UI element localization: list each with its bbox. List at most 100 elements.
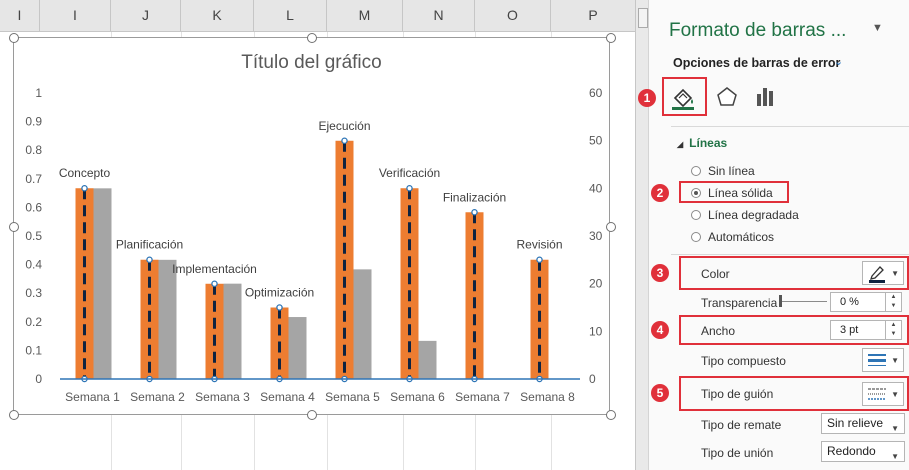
data-label: Concepto [59,166,111,180]
column-header[interactable]: N [403,0,475,31]
data-label: Revisión [516,238,562,252]
column-header[interactable]: L [254,0,327,31]
y-tick-label: 0.9 [25,115,42,129]
column-header[interactable]: O [475,0,551,31]
selection-point [81,184,88,192]
pane-menu-icon[interactable]: ▼ [872,22,883,34]
data-label: Implementación [172,262,257,276]
y-tick-label: 0.5 [25,229,42,243]
radio-automatic[interactable]: Automáticos [691,230,774,244]
x-tick-label: Semana 8 [520,390,575,404]
data-label: Verificación [379,166,440,180]
y2-tick-label: 60 [589,86,603,100]
compound-lines-icon [868,354,886,366]
y2-tick-label: 30 [589,229,603,243]
y2-tick-label: 40 [589,181,603,195]
radio-gradient-line[interactable]: Línea degradada [691,208,799,222]
x-tick-label: Semana 4 [260,390,315,404]
fill-line-icon[interactable] [668,82,698,112]
selection-point [341,137,348,145]
radio-icon [691,210,701,220]
y2-tick-label: 10 [589,324,603,338]
highlight-solid-line [679,181,789,203]
y2-tick-label: 0 [589,372,596,386]
data-label: Optimización [245,286,314,300]
color-label: Color [701,267,730,281]
x-tick-label: Semana 2 [130,390,185,404]
series-options-icon[interactable] [751,82,781,112]
effects-icon[interactable] [712,82,742,112]
pane-options-dropdown[interactable]: Opciones de barras de error [673,56,841,70]
resize-handle[interactable] [9,410,19,420]
selection-point [536,256,543,263]
pane-splitter[interactable] [635,0,649,470]
y-tick-label: 0.3 [25,286,42,300]
resize-handle[interactable] [606,410,616,420]
compound-type-button[interactable]: ▼ [862,348,904,372]
grey-bar [223,283,242,379]
join-type-select[interactable]: Redondo ▼ [821,441,905,462]
collapse-triangle-icon: ◢ [677,140,684,149]
compound-type-label: Tipo compuesto [701,354,786,368]
step-badge-5: 5 [651,384,669,402]
y2-tick-label: 50 [589,134,603,148]
radio-icon [691,232,701,242]
highlight-dash-type [679,376,909,411]
column-header[interactable]: M [327,0,403,31]
transparency-input[interactable]: 0 % [830,292,886,312]
y-tick-label: 0.6 [25,200,42,214]
step-badge-4: 4 [651,321,669,339]
y-tick-label: 0.2 [25,315,42,329]
x-tick-label: Semana 5 [325,390,380,404]
resize-handle[interactable] [307,33,317,43]
radio-solid-line[interactable]: Línea sólida [691,186,773,200]
y-tick-label: 0.8 [25,143,42,157]
resize-handle[interactable] [9,33,19,43]
x-tick-label: Semana 6 [390,390,445,404]
radio-icon [691,166,701,176]
data-label: Finalización [443,190,506,204]
grey-bar [158,259,177,379]
y-tick-label: 0 [35,372,42,386]
column-header[interactable]: I [0,0,40,31]
width-input[interactable]: 3 pt [830,320,886,340]
y2-tick-label: 20 [589,277,603,291]
dash-lines-icon [868,388,886,400]
chart-object[interactable]: Título del gráfico 1 0.9 0.8 0.7 0.6 0.5 0.4 0.… [13,37,610,415]
y-tick-label: 0.1 [25,343,42,357]
x-tick-label: Semana 3 [195,390,250,404]
grey-bar [353,269,372,379]
lines-section-header[interactable]: ◢ Líneas [677,136,728,150]
chart-title[interactable]: Título del gráfico [241,52,382,73]
column-header[interactable]: K [181,0,254,31]
resize-handle[interactable] [606,33,616,43]
radio-no-line[interactable]: Sin línea [691,164,755,178]
column-header-bar: I I J K L M N O P [0,0,635,32]
column-header[interactable]: J [111,0,181,31]
data-label: Planificación [116,238,183,252]
cap-type-label: Tipo de remate [701,418,782,432]
column-header[interactable]: I [40,0,111,31]
color-picker-button[interactable]: ▼ [862,261,904,285]
transparency-slider-track[interactable] [781,301,827,302]
resize-handle[interactable] [606,222,616,232]
chart-plot[interactable]: 1 0.9 0.8 0.7 0.6 0.5 0.4 0.3 0.2 0.1 0 60 50 40 30 20 1… [14,38,609,414]
resize-handle[interactable] [307,410,317,420]
selection-point [276,304,283,311]
step-badge-3: 3 [651,264,669,282]
width-spinner[interactable]: ▲ ▼ [886,320,902,340]
column-header[interactable]: P [588,7,598,23]
transparency-spinner[interactable]: ▲ ▼ [886,292,902,312]
highlight-width [679,315,909,345]
cap-type-select[interactable]: Sin relieve ▼ [821,413,905,434]
resize-handle[interactable] [9,222,19,232]
orange-bar [205,283,224,379]
x-tick-label: Semana 1 [65,390,120,404]
radio-selected-icon [691,188,701,198]
selection-point [406,184,413,192]
format-pane: Formato de barras ... ▼ Opciones de barr… [649,0,909,470]
chevron-down-icon[interactable]: ⌄ [834,56,844,68]
dash-type-button[interactable]: ▼ [862,382,904,406]
transparency-slider-thumb[interactable] [779,295,782,307]
highlight-color [679,256,909,290]
